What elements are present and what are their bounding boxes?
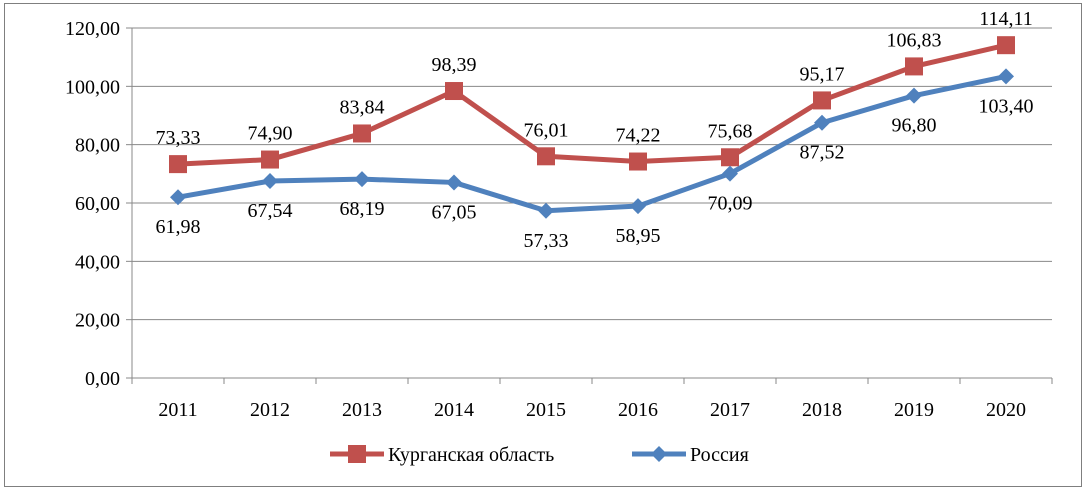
series-marker-russia: [446, 174, 462, 191]
data-label-kurgan: 95,17: [800, 63, 845, 85]
data-label-russia: 67,05: [432, 201, 477, 223]
data-label-kurgan: 75,68: [708, 120, 753, 142]
x-tick-label: 2016: [618, 399, 658, 421]
data-label-russia: 68,19: [340, 198, 385, 220]
series-marker-russia: [630, 198, 646, 215]
series-marker-kurgan: [261, 150, 279, 169]
data-label-russia: 58,95: [616, 225, 661, 247]
series-marker-russia: [170, 189, 186, 206]
series-line-russia: [177, 73, 1007, 214]
data-label-russia: 67,54: [248, 200, 293, 222]
series-marker-kurgan: [169, 155, 187, 174]
legend: Курганская область Россия: [330, 444, 749, 466]
y-tick-label: 40,00: [75, 251, 120, 273]
series-marker-kurgan: [537, 147, 555, 166]
data-labels: 73,33 74,90 83,84 98,39 76,01 74,22 75,68 95,17…: [156, 8, 1034, 252]
legend-marker: [651, 446, 667, 462]
gridlines: [132, 27, 1052, 321]
x-tick-label: 2020: [986, 399, 1026, 421]
y-tick-label: 80,00: [75, 135, 120, 157]
data-label-kurgan: 74,90: [248, 123, 293, 145]
data-label-kurgan: 106,83: [887, 29, 942, 51]
series-marker-kurgan: [905, 57, 923, 76]
series-marker-russia: [722, 165, 738, 182]
x-tick-label: 2011: [158, 399, 197, 421]
data-label-kurgan: 114,11: [979, 8, 1033, 30]
y-tick-label: 20,00: [75, 310, 120, 332]
data-label-russia: 103,40: [979, 95, 1034, 117]
legend-label-russia: Россия: [690, 444, 749, 466]
series-marker-kurgan: [721, 148, 739, 167]
data-label-russia: 61,98: [156, 216, 201, 238]
x-tick-label: 2013: [342, 399, 382, 421]
y-tick-label: 120,00: [65, 18, 120, 40]
chart-frame: [4, 3, 1082, 487]
x-tick-label: 2019: [894, 399, 934, 421]
series-marker-russia: [538, 202, 554, 219]
series-marker-russia: [262, 173, 278, 190]
legend-label-kurgan: Курганская область: [388, 444, 554, 466]
series-line-kurgan: [177, 42, 1007, 167]
series-marker-kurgan: [813, 91, 831, 110]
series-marker-russia: [906, 87, 922, 104]
data-label-russia: 87,52: [800, 142, 845, 164]
series-marker-russia: [814, 114, 830, 131]
series-group: [169, 36, 1015, 219]
axes: [126, 27, 1053, 384]
data-label-kurgan: 76,01: [524, 119, 569, 141]
x-tick-label: 2017: [710, 399, 750, 421]
x-tick-label: 2018: [802, 399, 842, 421]
y-axis-tick-labels: 0,00 20,00 40,00 60,00 80,00 100,00 120,00: [65, 18, 120, 390]
series-marker-kurgan: [629, 152, 647, 171]
y-tick-label: 100,00: [65, 76, 120, 98]
x-axis-tick-labels: 2011 2012 2013 2014 2015 2016 2017 2018 2019 2020: [158, 399, 1026, 421]
data-label-kurgan: 98,39: [432, 54, 477, 76]
y-tick-label: 0,00: [85, 368, 120, 390]
series-marker-kurgan: [353, 124, 371, 143]
y-tick-label: 60,00: [75, 193, 120, 215]
x-tick-label: 2012: [250, 399, 290, 421]
x-tick-label: 2015: [526, 399, 566, 421]
data-label-kurgan: 74,22: [616, 125, 661, 147]
series-marker-russia: [998, 68, 1014, 85]
data-label-russia: 57,33: [524, 230, 569, 252]
data-label-kurgan: 73,33: [156, 127, 201, 149]
legend-marker: [348, 445, 366, 463]
x-tick-label: 2014: [434, 399, 474, 421]
data-label-kurgan: 83,84: [340, 96, 385, 118]
data-label-russia: 96,80: [892, 115, 937, 137]
data-label-russia: 70,09: [708, 193, 753, 215]
series-marker-russia: [354, 171, 370, 188]
series-marker-kurgan: [997, 36, 1015, 55]
series-marker-kurgan: [445, 82, 463, 101]
